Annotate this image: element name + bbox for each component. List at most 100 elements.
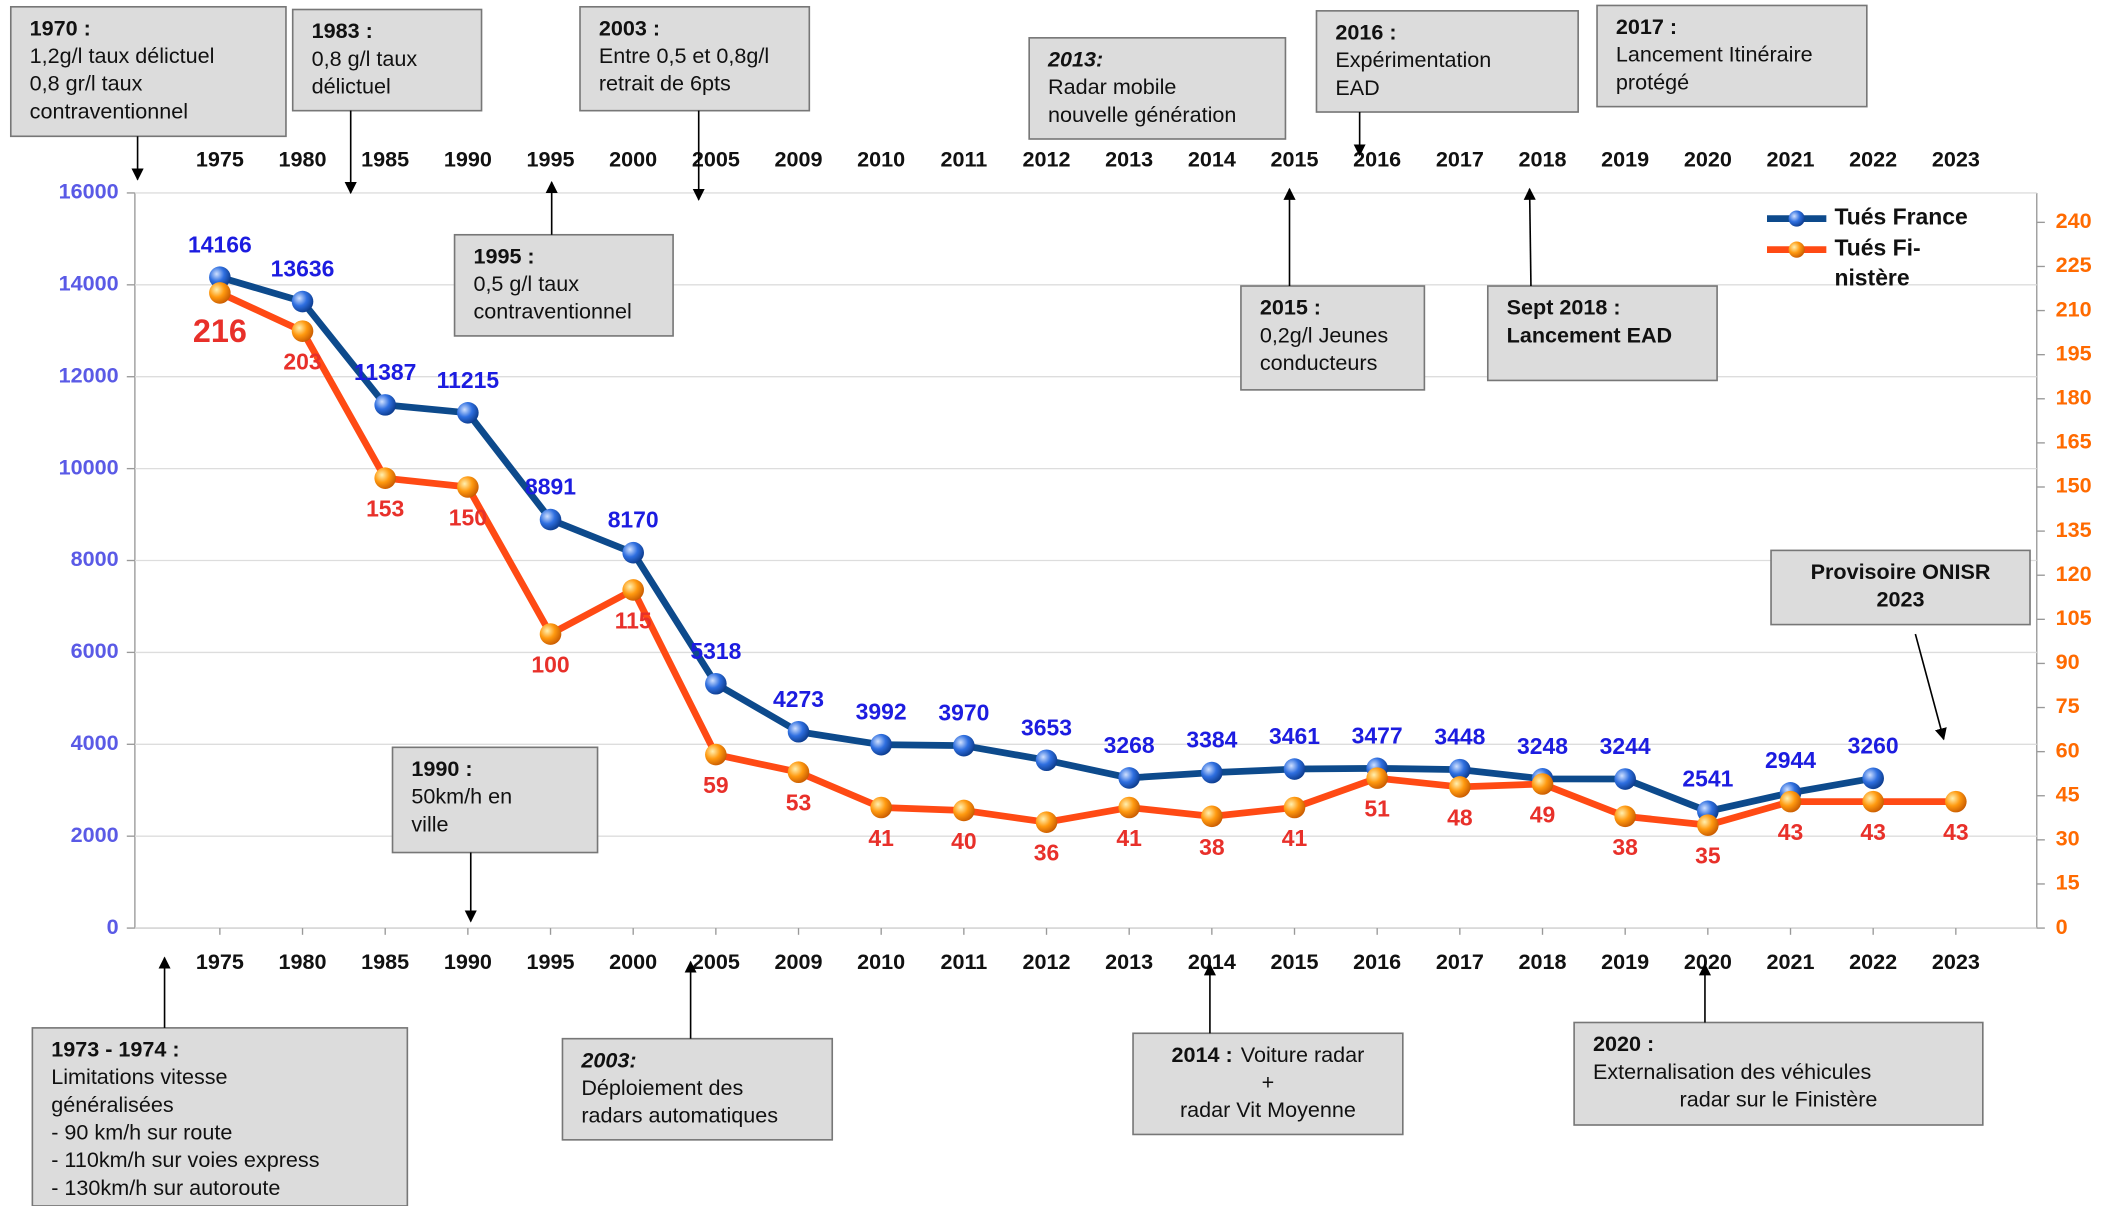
annotation-arrow [1523, 187, 1536, 287]
annotation-text: Expérimentation [1335, 47, 1491, 72]
data-label: 8891 [525, 474, 576, 500]
point [291, 290, 314, 313]
annotation-title: 2020 : [1593, 1031, 1654, 1056]
point [1614, 805, 1636, 828]
annotation-text: retrait de 6pts [599, 71, 731, 96]
data-label: 43 [1778, 819, 1803, 845]
data-label: 2944 [1765, 747, 1816, 773]
point [1201, 761, 1223, 784]
x-tick-label-top: 1985 [361, 146, 409, 171]
y2-tick-label: 165 [2056, 429, 2092, 454]
annotation-title: 1983 : [312, 18, 373, 43]
data-label: 3653 [1021, 714, 1072, 740]
annotation-arrow [1914, 633, 1947, 741]
y2-tick-label: 45 [2056, 781, 2080, 806]
y2-tick-label: 120 [2056, 561, 2092, 586]
data-label: 35 [1695, 843, 1721, 869]
point [1614, 768, 1636, 790]
annotation-box [31, 1027, 409, 1206]
x-tick-label: 2000 [609, 949, 657, 974]
data-label: 5318 [690, 638, 741, 664]
data-label: 11387 [354, 359, 416, 385]
point [1035, 811, 1058, 834]
x-tick-label: 1985 [361, 949, 409, 974]
annotation-text: Lancement Itinéraire [1616, 42, 1813, 67]
point [622, 579, 644, 601]
annotation-text: 0,8 g/l taux [312, 46, 418, 71]
annotation-text: Radar mobile [1048, 74, 1176, 99]
point [705, 743, 727, 766]
x-tick-label: 2005 [692, 949, 740, 974]
data-label: 3384 [1186, 727, 1237, 753]
x-tick-label: 2009 [775, 949, 823, 974]
point [374, 467, 396, 489]
x-tick-label: 2013 [1105, 949, 1153, 974]
data-label: 100 [531, 651, 569, 677]
annotation-box [1315, 10, 1579, 113]
annotation-text: Externalisation des véhicules [1593, 1059, 1871, 1084]
annotation-box [1132, 1032, 1404, 1136]
point [870, 733, 892, 756]
y2-tick-label: 30 [2056, 826, 2080, 851]
legend-label-part: Tués Fi- [1834, 235, 1920, 261]
annotation-text: Lancement EAD [1507, 322, 1672, 347]
point [1283, 758, 1306, 780]
annotation-text: nouvelle génération [1048, 102, 1236, 127]
x-tick-label-top: 2000 [609, 146, 657, 171]
point [1201, 805, 1223, 828]
data-label: 53 [786, 790, 812, 816]
annotation-title: Sept 2018 : [1507, 295, 1621, 320]
point [622, 541, 644, 564]
annotation-text: 1,2g/l taux délictuel [30, 43, 215, 68]
point [374, 394, 396, 416]
annotation-text: - 130km/h sur autoroute [51, 1175, 280, 1200]
series-line [218, 289, 1956, 829]
annotation-title: 1990 : [411, 756, 472, 781]
annotation-title: 2015 : [1260, 295, 1321, 320]
point [1118, 767, 1140, 789]
x-tick-label-top: 1990 [444, 146, 492, 171]
x-tick-label-top: 2019 [1601, 146, 1649, 171]
data-label: 51 [1364, 796, 1390, 822]
point [1779, 790, 1802, 813]
data-label: 59 [703, 772, 729, 798]
point [705, 672, 727, 695]
annotation-box [391, 746, 599, 854]
data-label: 43 [1943, 819, 1968, 845]
data-label: 153 [366, 496, 404, 522]
x-tick-label-top: 2017 [1436, 146, 1484, 171]
annotation-text: - 90 km/h sur route [51, 1119, 232, 1144]
annotation-text: radar Vit Moyenne [1180, 1097, 1356, 1122]
annotation-text: ville [411, 811, 448, 836]
annotation-box [1770, 549, 2031, 626]
data-label: 3248 [1517, 733, 1568, 759]
point [457, 476, 479, 498]
annotation-text: généralisées [51, 1092, 174, 1117]
data-label: 150 [449, 504, 487, 530]
data-label: 36 [1034, 840, 1060, 866]
y2-tick-label: 0 [2056, 914, 2068, 939]
annotation-box [453, 233, 674, 337]
annotation-box [1028, 37, 1287, 140]
annotation-text: Déploiement des [581, 1075, 743, 1100]
legend-label-part: nistère [1834, 264, 1909, 290]
data-label: 216 [193, 313, 247, 349]
point [1283, 796, 1306, 819]
annotation-title: 2017 : [1616, 14, 1677, 39]
y2-tick-label: 225 [2056, 252, 2092, 277]
legend-marker [1788, 210, 1805, 227]
y2-tick-label: 240 [2056, 208, 2092, 233]
annotation-text: radar sur le Finistère [1680, 1086, 1878, 1111]
annotation-text: Entre 0,5 et 0,8g/l [599, 43, 769, 68]
x-tick-label: 2016 [1353, 949, 1401, 974]
data-label: 41 [1116, 825, 1142, 851]
y-tick-label: 6000 [71, 638, 119, 663]
x-tick-label: 2020 [1684, 949, 1732, 974]
legend-label: Tués Fi-nistère [1834, 235, 1920, 291]
annotation-title: 2014 : [1171, 1042, 1232, 1067]
annotation-text: Voiture radar [1241, 1042, 1365, 1067]
x-tick-label-top: 2022 [1849, 146, 1897, 171]
y-tick-label: 0 [107, 914, 119, 939]
x-tick-label: 2011 [940, 949, 987, 974]
y-tick-label: 8000 [71, 546, 119, 571]
